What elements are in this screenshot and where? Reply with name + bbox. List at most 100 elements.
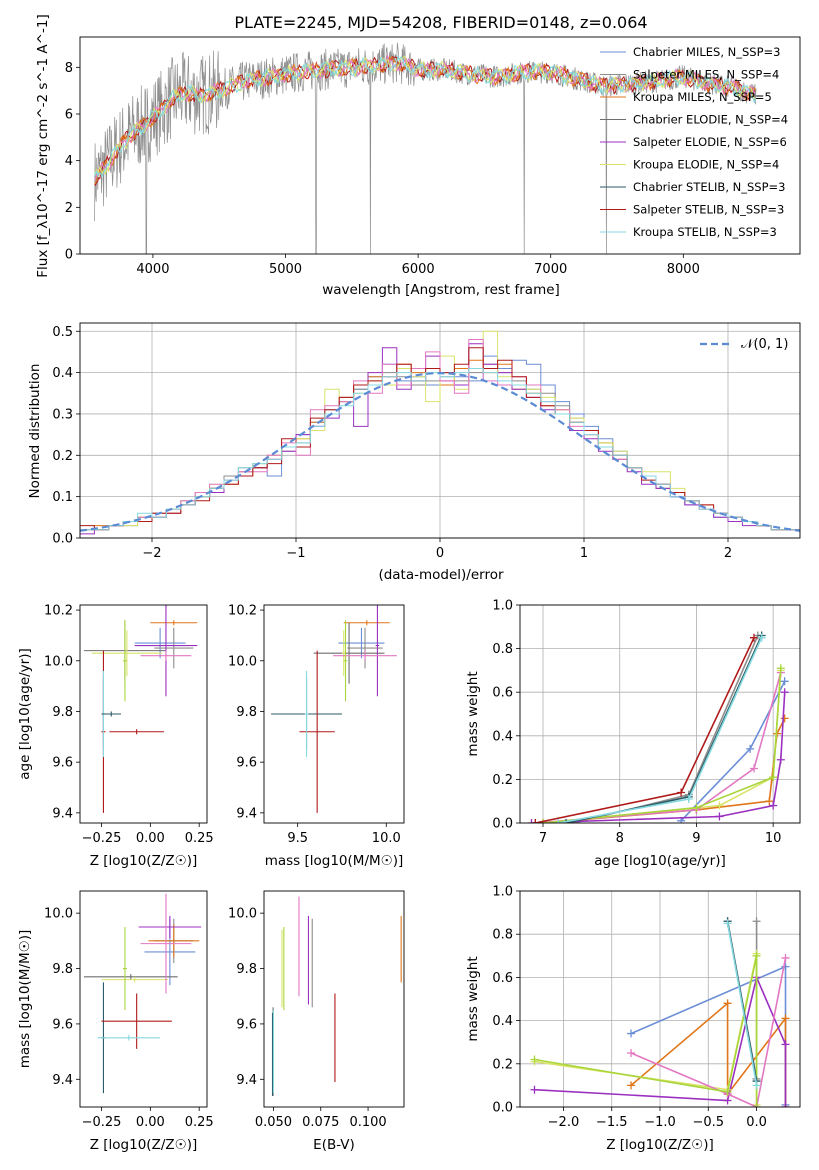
x-tick-label: 8 — [616, 831, 624, 846]
mass-weight-marker — [562, 819, 571, 823]
y-tick-label: 0.2 — [492, 773, 513, 788]
plot-area — [271, 605, 397, 813]
axes-frame — [79, 604, 208, 824]
x-tick-label: 0.0 — [746, 1115, 767, 1130]
error-bar-point — [341, 630, 346, 676]
tick-group: −0.25 0.00 0.25 9.4 9.6 9.8 10.0 10.2 — [44, 604, 214, 846]
mass-weight-marker — [780, 688, 789, 697]
y-tick-label: 8 — [65, 61, 73, 76]
x-tick-label: −1.0 — [644, 1115, 676, 1130]
y-tick-label: 0.5 — [52, 325, 73, 340]
x-axis-label: Z [log10(Z/Z☉)] — [90, 1137, 198, 1153]
error-bar-point — [140, 650, 192, 661]
y-tick-label: 9.6 — [236, 1017, 257, 1032]
x-tick-label: −0.25 — [82, 831, 122, 846]
y-tick-label: 10.2 — [228, 604, 257, 619]
mass-weight-marker — [715, 812, 724, 821]
error-bar-point — [134, 605, 198, 697]
error-bar-point — [97, 1035, 161, 1041]
y-tick-label: 10.0 — [228, 907, 257, 922]
x-tick-label: 0.00 — [136, 831, 165, 846]
y-tick-label: 10.0 — [44, 907, 73, 922]
y-tick-label: 0.3 — [52, 407, 73, 422]
y-tick-label: 0.0 — [492, 1101, 513, 1116]
error-bar-point — [333, 650, 397, 661]
x-axis-label: Z [log10(Z/Z☉)] — [606, 1137, 714, 1153]
y-axis-label: mass [log10(M/M☉)] — [17, 930, 33, 1069]
y-tick-label: 0.8 — [492, 928, 513, 943]
error-bar-point — [148, 924, 200, 958]
mass-weight-marker — [752, 1103, 761, 1107]
error-bar-point — [122, 927, 127, 1011]
error-bar-point — [91, 630, 163, 676]
x-tick-label: 9 — [692, 831, 700, 846]
mass-weight-marker — [781, 1040, 790, 1049]
y-tick-label: 0.0 — [492, 817, 513, 832]
y-tick-label: 9.8 — [236, 705, 257, 720]
x-tick-label: 10 — [765, 831, 782, 846]
mass-weight-marker — [527, 819, 536, 823]
axes-frame — [519, 604, 801, 824]
axes-frame — [263, 604, 405, 824]
axes-frame — [519, 890, 801, 1108]
mass-weight-vs-age-panel: 7 8 9 10 0.0 0.2 0.4 0.6 0.8 1.0 age [log10(age/yr… — [465, 599, 801, 869]
y-tick-label: 10.2 — [44, 604, 73, 619]
axes-frame — [79, 890, 208, 1108]
x-tick-label: 0.050 — [255, 1115, 292, 1130]
y-axis-label: Flux [f_λ10^-17 erg cm^-2 s^-1 A^-1] — [35, 14, 51, 277]
y-tick-label: 1.0 — [492, 885, 513, 900]
mass-weight-vs-metallicity-panel: −2.0 −1.5 −1.0 −0.5 0.0 0.0 0.2 0.4 0.6 0.8 1.0 Z [… — [465, 885, 801, 1153]
error-bar-point — [150, 620, 198, 626]
plot-area — [527, 631, 789, 823]
x-tick-label: 0.25 — [185, 831, 214, 846]
x-tick-label: 4000 — [136, 262, 169, 277]
model-spectrum-line — [94, 55, 756, 176]
mass-vs-metallicity-panel: −0.25 0.00 0.25 9.4 9.6 9.8 10.0 Z [log10(Z/Z☉)… — [17, 890, 214, 1153]
mass-weight-line — [535, 637, 755, 823]
x-tick-label: −2 — [142, 546, 161, 561]
tick-group: −2 −1 0 1 2 0.0 0.1 0.2 0.3 0.4 0.5 — [52, 325, 732, 561]
mass-weight-marker — [531, 819, 540, 823]
mass-weight-marker — [723, 999, 732, 1008]
x-tick-label: −1 — [286, 546, 305, 561]
mass-vs-ebv-panel: 0.050 0.075 0.100 9.4 9.6 9.8 10.0 E(B-V) — [228, 890, 405, 1153]
plot-area — [94, 42, 757, 254]
tick-group: −0.25 0.00 0.25 9.4 9.6 9.8 10.0 — [44, 907, 214, 1130]
y-tick-label: 0.2 — [492, 1057, 513, 1072]
model-spectrum-line — [94, 53, 756, 181]
x-tick-label: −1.5 — [596, 1115, 628, 1130]
model-spectrum-line — [94, 55, 756, 178]
y-axis-label: Normed distribution — [27, 364, 43, 499]
error-bar-point — [140, 893, 192, 994]
x-tick-label: 5000 — [269, 262, 302, 277]
mass-weight-marker — [723, 919, 732, 928]
y-tick-label: 9.6 — [236, 756, 257, 771]
mass-weight-marker — [677, 788, 686, 797]
y-tick-label: 6 — [65, 108, 73, 123]
spectrum-legend: Chabrier MILES, N_SSP=3 Salpeter MILES, N… — [600, 45, 788, 239]
y-tick-label: 2 — [65, 201, 73, 216]
mass-weight-line — [542, 718, 786, 823]
y-tick-label: 0.2 — [52, 449, 73, 464]
y-tick-label: 10.0 — [228, 654, 257, 669]
y-tick-label: 9.8 — [52, 705, 73, 720]
mass-weight-line — [558, 637, 763, 823]
legend-label: Salpeter STELIB, N_SSP=3 — [633, 203, 784, 217]
y-axis-label: mass weight — [465, 956, 481, 1041]
legend-label: Salpeter MILES, N_SSP=4 — [633, 68, 779, 82]
tick-group: 9.5 10.0 9.4 9.6 9.8 10.0 10.2 — [228, 604, 401, 846]
spectrum-panel: 4000 5000 6000 7000 8000 0 2 4 6 8 Chabrier MILES,… — [35, 14, 801, 298]
x-axis-label: wavelength [Angstrom, rest frame] — [322, 282, 560, 298]
y-tick-label: 10.0 — [44, 654, 73, 669]
legend-label: Kroupa STELIB, N_SSP=3 — [633, 225, 777, 239]
plot-area — [530, 917, 790, 1107]
x-tick-label: −0.25 — [82, 1115, 122, 1130]
legend-label: Salpeter ELODIE, N_SSP=6 — [633, 135, 787, 149]
legend-label: 𝒩(0, 1) — [741, 337, 788, 352]
mass-weight-marker — [746, 744, 755, 753]
y-tick-label: 0 — [65, 248, 73, 263]
x-tick-label: 0 — [436, 546, 444, 561]
error-bar-point — [101, 711, 122, 717]
error-bar-point — [304, 670, 309, 758]
